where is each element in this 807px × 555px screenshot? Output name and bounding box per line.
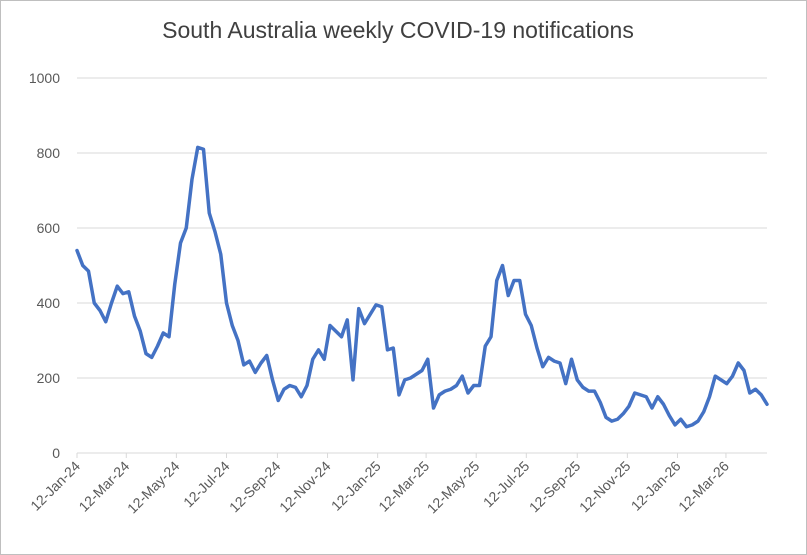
series-line bbox=[75, 145, 769, 429]
y-tick-label: 600 bbox=[37, 220, 61, 236]
y-tick-label: 1000 bbox=[29, 70, 60, 86]
y-tick-label: 400 bbox=[37, 295, 61, 311]
chart-title: South Australia weekly COVID-19 notifica… bbox=[162, 17, 634, 43]
y-tick-label: 0 bbox=[52, 445, 60, 461]
y-tick-label: 800 bbox=[37, 145, 61, 161]
y-tick-label: 200 bbox=[37, 370, 61, 386]
